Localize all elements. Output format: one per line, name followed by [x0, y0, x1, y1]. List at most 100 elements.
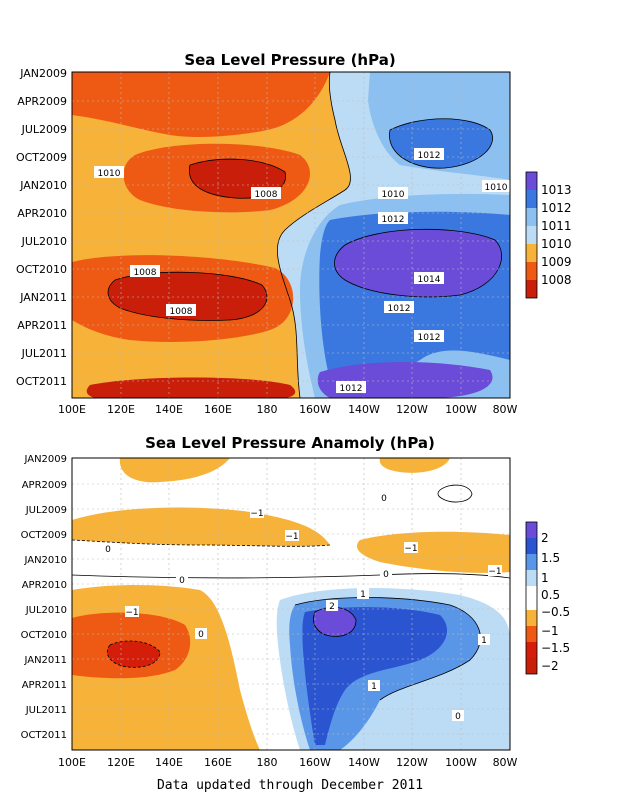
top-y-tick: JAN2011 — [19, 291, 67, 304]
bottom-clabel: 0 — [198, 630, 204, 640]
top-y-tick: APR2010 — [17, 207, 67, 220]
bottom-clabel: 0 — [383, 570, 389, 580]
bottom-x-tick: 180 — [257, 756, 278, 769]
bottom-contour-neg2 — [106, 640, 161, 668]
top-clabel: 1012 — [388, 304, 411, 314]
bottom-fill-neg1-east — [356, 531, 510, 573]
bottom-fill-neg1-top — [119, 458, 230, 483]
bottom-clabel: 1 — [481, 636, 487, 646]
top-contour-1014 — [334, 228, 503, 298]
top-clabel: 1010 — [485, 183, 508, 193]
bottom-clabel: 0 — [105, 545, 111, 555]
bottom-x-tick: 100W — [445, 756, 477, 769]
top-x-tick: 80W — [493, 403, 518, 416]
top-x-tick: 140W — [348, 403, 380, 416]
top-x-tick: 100E — [58, 403, 86, 416]
bottom-clabel: 2 — [329, 602, 335, 612]
top-x-tick: 120E — [107, 403, 135, 416]
top-clabel: 1010 — [382, 190, 405, 200]
top-y-tick: JUL2009 — [21, 123, 67, 136]
top-fill-1008-south — [108, 272, 267, 321]
bottom-colorbar-label: 1 — [541, 571, 549, 585]
bottom-fill-neg1-north — [72, 507, 330, 547]
bottom-x-tick: 100E — [58, 756, 86, 769]
bottom-y-tick: JUL2009 — [25, 505, 67, 516]
bottom-clabel: −1 — [125, 608, 138, 618]
top-y-tick: APR2011 — [17, 319, 67, 332]
bottom-y-tick: APR2011 — [22, 680, 67, 691]
bottom-contour-zero — [72, 573, 510, 579]
bottom-clabel: 1 — [371, 682, 377, 692]
bottom-fill-neg1-top2 — [379, 458, 450, 473]
top-clabel: 1008 — [134, 268, 157, 278]
bottom-y-tick: JUL2011 — [25, 705, 67, 716]
bottom-chart-title: Sea Level Pressure Anamoly (hPa) — [145, 434, 435, 452]
bottom-colorbar-label: −1.5 — [541, 641, 570, 655]
bottom-x-tick: 140W — [348, 756, 380, 769]
bottom-y-tick: JUL2010 — [25, 605, 67, 616]
bottom-colorbar-label: 2 — [541, 531, 549, 545]
bottom-colorbar-label: −1 — [541, 624, 559, 638]
top-plot-frame — [71, 71, 511, 399]
top-y-tick: JUL2011 — [21, 347, 67, 360]
top-y-tick: OCT2009 — [16, 151, 67, 164]
bottom-x-tick: 120E — [107, 756, 135, 769]
bottom-y-tick: OCT2011 — [21, 730, 67, 741]
bottom-x-tick: 160W — [299, 756, 331, 769]
top-clabel: 1012 — [418, 151, 441, 161]
bottom-y-tick: OCT2009 — [21, 530, 67, 541]
bottom-y-tick: JAN2009 — [23, 454, 67, 465]
top-colorbar: 1013 1012 1011 1010 1009 1008 — [525, 171, 572, 299]
bottom-contour-neg — [72, 539, 331, 547]
bottom-y-tick: APR2009 — [22, 480, 67, 491]
top-x-tick: 160W — [299, 403, 331, 416]
top-colorbar-label: 1011 — [541, 219, 572, 233]
bottom-y-axis: JAN2009 APR2009 JUL2009 OCT2009 JAN2010 … — [21, 454, 67, 741]
bottom-colorbar-label: −0.5 — [541, 605, 570, 619]
top-clabel: 1010 — [98, 169, 121, 179]
bottom-x-tick: 120W — [396, 756, 428, 769]
top-y-axis: JAN2009 APR2009 JUL2009 OCT2009 JAN2010 … — [16, 67, 67, 388]
bottom-colorbar: 2 1.5 1 0.5 −0.5 −1 −1.5 −2 — [525, 521, 570, 675]
bottom-clabel: −1 — [250, 509, 263, 519]
bottom-colorbar-label: 0.5 — [541, 588, 560, 602]
top-clabel: 1008 — [255, 190, 278, 200]
bottom-clabel: 0 — [381, 494, 387, 504]
top-fill-1008-bottom — [86, 377, 296, 398]
bottom-x-tick: 140E — [155, 756, 183, 769]
top-y-tick: JAN2009 — [19, 67, 67, 80]
top-x-tick: 100W — [445, 403, 477, 416]
top-y-tick: JAN2010 — [19, 179, 67, 192]
bottom-clabel: 0 — [455, 712, 461, 722]
bottom-clabel: −1 — [285, 532, 298, 542]
top-clabel: 1008 — [170, 307, 193, 317]
bottom-y-tick: OCT2010 — [21, 630, 67, 641]
bottom-contour-labels: 0 −1 −1 −1 0 −1 0 0 −1 1 2 0 1 1 0 — [102, 492, 502, 722]
top-y-tick: OCT2010 — [16, 263, 67, 276]
bottom-contour-small — [437, 484, 473, 503]
bottom-clabel: 1 — [360, 590, 366, 600]
top-fill-patch — [81, 93, 100, 115]
top-fill-1014 — [334, 229, 502, 297]
bottom-colorbar-label: −2 — [541, 659, 559, 673]
bottom-x-axis: 100E 120E 140E 160E 180 160W 140W 120W 1… — [58, 756, 518, 769]
top-y-tick: JUL2010 — [21, 235, 67, 248]
top-x-axis: 100E 120E 140E 160E 180 160W 140W 120W 1… — [58, 403, 518, 416]
top-contour-1008b — [107, 271, 268, 321]
bottom-plot-frame — [71, 457, 511, 751]
top-x-tick: 120W — [396, 403, 428, 416]
top-colorbar-label: 1009 — [541, 255, 572, 269]
bottom-fill-pos15 — [302, 607, 448, 745]
top-y-tick: APR2009 — [17, 95, 67, 108]
bottom-contour-pos2 — [313, 606, 357, 637]
top-contour-1012 — [389, 118, 493, 169]
bottom-y-tick: APR2010 — [22, 580, 67, 591]
top-clabel: 1012 — [418, 333, 441, 343]
bottom-x-tick: 160E — [204, 756, 232, 769]
top-fill-1009-north — [72, 72, 330, 138]
top-colorbar-label: 1013 — [541, 183, 572, 197]
top-plot-area: 1010 1012 1008 1010 1010 1012 1014 1008 … — [71, 71, 511, 399]
bottom-y-tick: JAN2010 — [23, 555, 67, 566]
bottom-clabel: 0 — [179, 576, 185, 586]
top-clabel: 1012 — [340, 384, 363, 394]
